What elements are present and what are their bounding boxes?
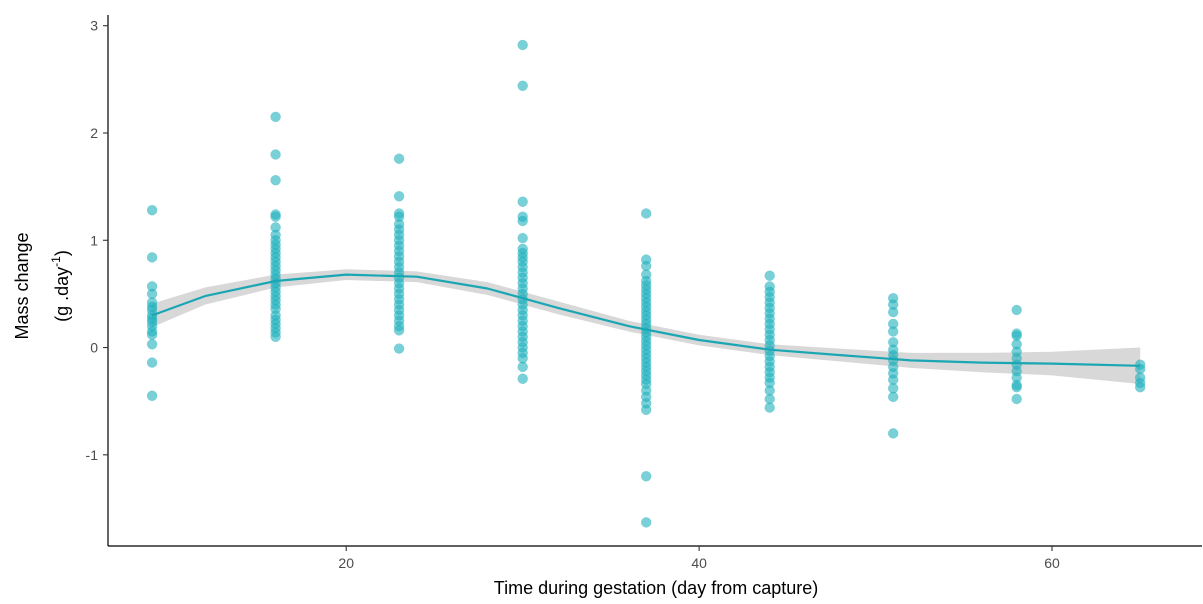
data-point — [887, 326, 899, 337]
axes — [107, 15, 1202, 547]
data-point — [270, 149, 281, 160]
y-tick-label: 0 — [90, 340, 98, 356]
data-point — [1011, 381, 1022, 393]
data-point — [640, 471, 652, 482]
data-point — [146, 390, 158, 402]
y-tick-label: -1 — [86, 447, 99, 463]
smooth-line — [151, 273, 1141, 367]
y-axis-units-suffix: ) — [52, 250, 72, 256]
data-point — [517, 39, 528, 51]
ticks: 20 40 60 -1 0 1 2 3 — [86, 18, 1060, 571]
y-tick-label: 1 — [90, 232, 98, 248]
y-axis-title: Mass change — [12, 232, 32, 339]
data-point — [517, 361, 528, 373]
data-point — [270, 331, 281, 343]
data-point — [146, 329, 158, 340]
y-axis-title-units: (g .day-1) — [49, 250, 72, 322]
data-point — [146, 252, 158, 263]
y-axis-units-superscript: -1 — [49, 256, 63, 267]
y-tick-label: 2 — [90, 125, 98, 141]
data-point — [1011, 304, 1022, 316]
data-point — [393, 325, 405, 336]
data-point — [640, 517, 652, 528]
data-point — [270, 111, 281, 123]
data-point — [517, 373, 528, 384]
data-point — [146, 357, 158, 368]
data-point — [764, 402, 775, 413]
x-tick-label: 20 — [338, 555, 354, 571]
data-point — [517, 232, 528, 244]
data-point — [146, 339, 158, 350]
x-axis-title: Time during gestation (day from capture) — [494, 578, 818, 598]
data-point — [640, 208, 652, 219]
x-tick-label: 40 — [691, 555, 707, 571]
data-point — [764, 270, 775, 281]
data-point — [1011, 393, 1022, 405]
y-axis-units-prefix: (g .day — [52, 267, 72, 322]
data-point — [640, 404, 652, 416]
data-point — [393, 343, 405, 354]
data-point — [270, 211, 281, 222]
data-point — [517, 215, 528, 227]
y-tick-label: 3 — [90, 18, 98, 34]
data-point — [887, 306, 899, 318]
data-point — [1134, 381, 1146, 393]
data-point — [393, 153, 405, 164]
data-point — [887, 391, 899, 403]
data-point — [517, 196, 528, 207]
data-points-layer — [146, 39, 1146, 528]
data-point — [393, 191, 405, 202]
data-point — [270, 174, 281, 186]
smooth-line-layer — [151, 273, 1141, 367]
data-point — [887, 428, 899, 439]
x-tick-label: 60 — [1044, 555, 1060, 571]
y-axis-title-line1: Mass change — [12, 232, 32, 339]
data-point — [517, 80, 528, 92]
data-point — [146, 204, 158, 216]
